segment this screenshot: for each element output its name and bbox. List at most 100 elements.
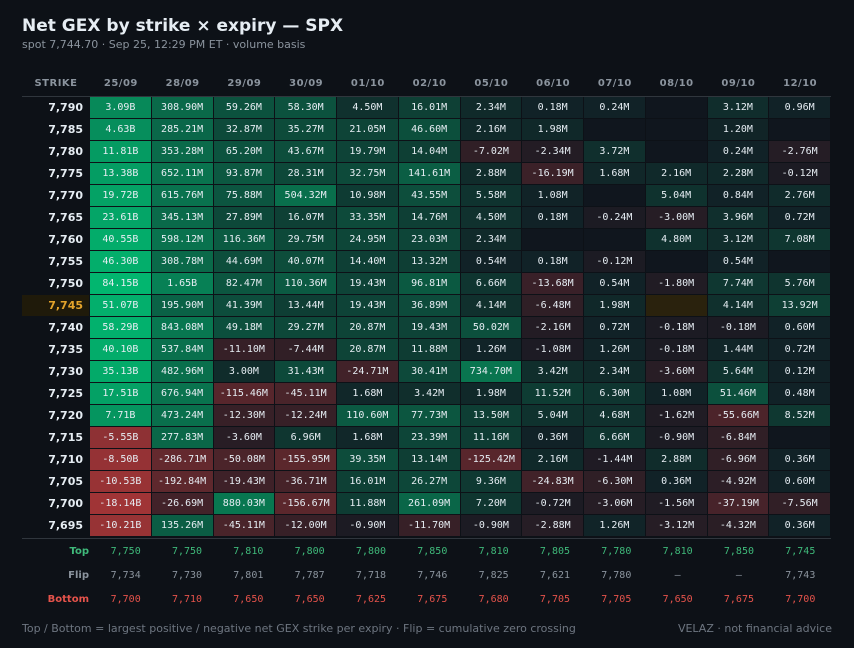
gex-cell: 504.32M (275, 185, 337, 207)
gex-cell: 0.72M (769, 339, 831, 361)
gex-cell: 11.81B (90, 141, 152, 163)
expiry-header: 30/09 (275, 70, 337, 97)
summary-value: 7,801 (233, 569, 264, 581)
gex-cell: -10.21B (90, 515, 152, 537)
gex-cell (645, 97, 708, 119)
gex-cell: 40.10B (90, 339, 152, 361)
strike-label: 7,775 (22, 163, 90, 185)
gex-cell: 843.08M (151, 317, 214, 339)
summary-value: 7,621 (539, 569, 571, 581)
gex-cell: 1.26M (584, 339, 646, 361)
gex-cell (584, 229, 646, 251)
gex-cell: 3.42M (398, 383, 461, 405)
gex-cell: 3.00M (213, 361, 276, 383)
gex-cell: 0.36M (769, 515, 831, 537)
gex-cell: 84.15B (90, 273, 152, 295)
expiry-header: 28/09 (151, 70, 214, 97)
strike-row: 7,780 11.81B 353.28M 65.20M 43.67M 19.79M 14.0… (22, 141, 831, 163)
gex-cell: 4.50M (460, 207, 523, 229)
gex-cell: 0.84M (707, 185, 770, 207)
gex-cell: -0.90M (645, 427, 708, 449)
gex-cell: 2.34M (460, 229, 523, 251)
summary-label: Top (69, 545, 89, 557)
gex-cell: 880.03M (213, 493, 276, 515)
strike-row: 7,790 3.09B 308.90M 59.26M 58.30M 4.50M 16.01M… (22, 97, 831, 119)
chart-title: Net GEX by strike × expiry — SPX (22, 16, 344, 36)
gex-cell: 29.75M (275, 229, 337, 251)
expiry-header: 06/10 (522, 70, 584, 97)
gex-cell: 14.40M (337, 251, 399, 273)
summary-value: 7,825 (478, 569, 509, 581)
summary-value: 7,625 (355, 593, 387, 605)
expiry-header: 29/09 (213, 70, 276, 97)
gex-cell: 261.09M (398, 493, 461, 515)
gex-cell: 13.92M (769, 295, 831, 317)
summary-value: 7,650 (662, 593, 693, 605)
gex-cell: 13.44M (275, 295, 337, 317)
gex-cell: 1.98M (584, 295, 646, 317)
gex-cell (645, 295, 708, 317)
gex-cell: 110.36M (275, 273, 337, 295)
summary-value: 7,718 (355, 569, 387, 581)
gex-cell: 35.27M (275, 119, 337, 141)
gex-cell (769, 427, 831, 449)
gex-cell: 26.27M (398, 471, 461, 493)
gex-cell: -10.53B (90, 471, 152, 493)
strike-row: 7,750 84.15B 1.65B 82.47M 110.36M 19.43M 96.81… (22, 273, 831, 295)
strike-row: 7,760 40.55B 598.12M 116.36M 29.75M 24.95M 23.… (22, 229, 831, 251)
gex-cell: -6.48M (522, 295, 584, 317)
gex-cell: 50.02M (460, 317, 523, 339)
gex-cell: 51.07B (90, 295, 152, 317)
expiry-header: 05/10 (460, 70, 523, 97)
gex-cell: 4.14M (707, 295, 770, 317)
gex-cell: 615.76M (151, 185, 214, 207)
gex-cell: 734.70M (460, 361, 523, 383)
gex-cell: -1.44M (584, 449, 646, 471)
summary-value: 7,710 (171, 593, 203, 605)
header-row: STRIKE 25/09 28/09 29/09 30/09 01/10 02/10 05/1… (22, 70, 831, 97)
gex-cell: 3.72M (584, 141, 646, 163)
gex-cell: 59.26M (213, 97, 276, 119)
gex-cell: -155.95M (275, 449, 337, 471)
gex-cell: 2.76M (769, 185, 831, 207)
gex-cell: 93.87M (213, 163, 276, 185)
gex-cell: 3.96M (707, 207, 770, 229)
expiry-header: 25/09 (90, 70, 152, 97)
summary-value: 7,675 (417, 593, 448, 605)
strike-label: 7,720 (22, 405, 90, 427)
gex-cell: 11.16M (460, 427, 523, 449)
gex-cell (522, 229, 584, 251)
gex-cell: -16.19M (522, 163, 584, 185)
gex-cell (584, 185, 646, 207)
gex-cell: 23.61B (90, 207, 152, 229)
gex-cell: -0.90M (337, 515, 399, 537)
gex-cell: 44.69M (213, 251, 276, 273)
summary-value: 7,745 (785, 545, 816, 557)
gex-cell: 36.89M (398, 295, 461, 317)
summary-value: 7,780 (601, 569, 632, 581)
gex-cell: 2.34M (460, 97, 523, 119)
gex-cell: 9.36M (460, 471, 523, 493)
gex-cell: 33.35M (337, 207, 399, 229)
gex-cell: 2.16M (645, 163, 708, 185)
gex-heatmap: STRIKE 25/09 28/09 29/09 30/09 01/10 02/10 05/1… (22, 70, 831, 537)
summary-value: — (674, 569, 681, 581)
gex-cell: 1.08M (645, 383, 708, 405)
expiry-header: 08/10 (645, 70, 708, 97)
gex-cell: -4.92M (707, 471, 770, 493)
gex-cell: 51.46M (707, 383, 770, 405)
gex-cell: 4.14M (460, 295, 523, 317)
summary-value: 7,810 (478, 545, 509, 557)
gex-cell: -6.30M (584, 471, 646, 493)
expiry-header: 12/10 (769, 70, 831, 97)
strike-row: 7,720 7.71B 473.24M -12.30M -12.24M 110.60M 77… (22, 405, 831, 427)
gex-cell: 21.05M (337, 119, 399, 141)
gex-cell: 3.12M (707, 229, 770, 251)
gex-cell: -1.08M (522, 339, 584, 361)
gex-cell: 16.01M (337, 471, 399, 493)
strike-label: 7,765 (22, 207, 90, 229)
gex-cell: -2.16M (522, 317, 584, 339)
gex-cell: 0.54M (460, 251, 523, 273)
strike-row: 7,710 -8.50B -286.71M -50.08M -155.95M 39.35M… (22, 449, 831, 471)
gex-cell: 0.36M (522, 427, 584, 449)
